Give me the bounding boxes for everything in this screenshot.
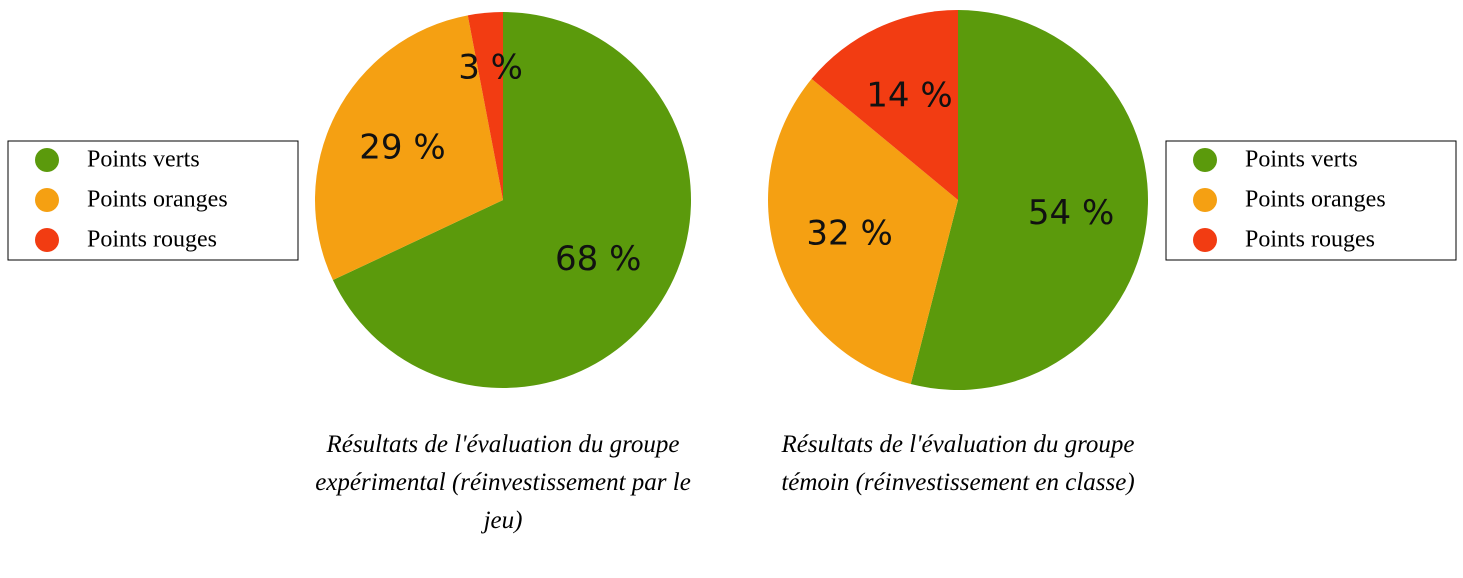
legend-marker [35, 148, 59, 172]
value-label: 3 % [458, 47, 523, 87]
legend-label: Points verts [87, 147, 200, 173]
legend-marker [1193, 228, 1217, 252]
legend-label: Points oranges [1245, 187, 1386, 213]
chart-title: Résultats de l'évaluation du groupe témo… [781, 431, 1135, 496]
value-label: 54 % [1028, 193, 1114, 233]
value-label: 14 % [866, 75, 952, 115]
legend-label: Points rouges [87, 227, 217, 253]
pie-slice [315, 15, 503, 281]
legend-label: Points verts [1245, 147, 1358, 173]
legend-marker [35, 228, 59, 252]
pie-slice [910, 10, 1149, 390]
legend-marker [35, 188, 59, 212]
value-label: 68 % [555, 239, 641, 279]
chart-title: Résultats de l'évaluation du groupe expé… [315, 431, 691, 534]
pie-slice [332, 12, 692, 388]
legend-label: Points rouges [1245, 227, 1375, 253]
value-label: 29 % [359, 127, 445, 167]
legend-marker [1193, 188, 1217, 212]
pie-slice [467, 12, 503, 200]
pie-slice [768, 78, 958, 385]
legend-label: Points oranges [87, 187, 228, 213]
pie-slice [811, 10, 958, 200]
legend-marker [1193, 148, 1217, 172]
value-label: 32 % [806, 214, 892, 254]
